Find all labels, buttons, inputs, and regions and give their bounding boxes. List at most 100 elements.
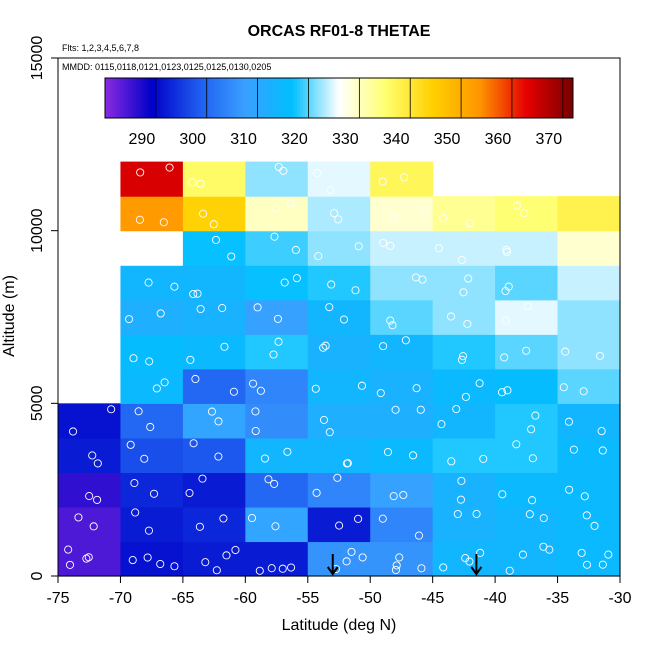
heatmap-cell (120, 437, 184, 473)
colorbar-segment (222, 78, 226, 118)
sample-point (416, 405, 425, 414)
colorbar-segment (513, 78, 517, 118)
dates-note: MMDD: 0115,0118,0121,0123,0125,0125,0130… (62, 62, 271, 72)
sample-point (219, 514, 228, 523)
colorbar-segment (281, 78, 285, 118)
x-tick-label: -50 (359, 590, 382, 607)
sample-point (597, 427, 606, 436)
sample-point (476, 548, 485, 557)
colorbar-segment (120, 78, 124, 118)
sample-point (389, 492, 398, 501)
sample-point (134, 407, 143, 416)
colorbar-segment (484, 78, 488, 118)
sample-point (278, 564, 287, 573)
sample-point (457, 476, 466, 485)
sample-point (561, 347, 570, 356)
plot-frame (57, 57, 621, 577)
heatmap-cell (307, 334, 371, 370)
colorbar-segment (112, 78, 116, 118)
sample-point (140, 454, 149, 463)
sample-point (520, 208, 529, 218)
colorbar-segment (183, 78, 187, 118)
sample-point (401, 336, 410, 345)
colorbar-segment (505, 78, 509, 118)
colorbar-segment (391, 78, 395, 118)
chart-title: ORCAS RF01-8 THETAE (248, 23, 431, 40)
sample-point (136, 168, 145, 177)
sample-point (222, 551, 231, 560)
x-tick-label: -65 (171, 590, 194, 607)
sample-point (84, 553, 93, 562)
colorbar-segment (133, 78, 137, 118)
colorbar-segment (411, 78, 415, 118)
heatmap-cell (182, 196, 246, 232)
colorbar-segment (242, 78, 246, 118)
heatmap-cell (182, 230, 246, 266)
sample-point (326, 186, 335, 195)
heatmap-cell (245, 161, 309, 197)
colorbar-segment (365, 78, 369, 118)
sample-point (379, 342, 388, 351)
sample-point (247, 513, 257, 523)
colorbar-segment (287, 78, 291, 118)
sample-point (251, 426, 260, 436)
colorbar-tick-label: 350 (434, 131, 461, 148)
sample-point (126, 440, 135, 449)
sample-point (472, 509, 481, 518)
heatmap-cell (307, 196, 371, 232)
sample-point (458, 352, 468, 361)
sample-point (311, 384, 320, 393)
heatmap-cell (370, 161, 434, 197)
colorbar-segment (471, 78, 475, 118)
colorbar-segment (456, 78, 460, 118)
colorbar-segment (214, 78, 218, 118)
heatmap-cell (307, 265, 371, 301)
sample-point (504, 282, 513, 291)
heatmap-cell (557, 472, 621, 508)
colorbar-segment (531, 78, 535, 118)
heatmap-cell (557, 368, 621, 404)
sample-point (330, 209, 339, 218)
sample-point (279, 166, 288, 175)
colorbar-segment (162, 78, 166, 118)
sample-point (358, 553, 367, 562)
colorbar-segment (479, 78, 483, 118)
heatmap-cell (120, 541, 184, 577)
colorbar-segment (235, 78, 239, 118)
colorbar-segment (211, 78, 215, 118)
colorbar-segment (466, 78, 470, 118)
colorbar-segment (216, 78, 220, 118)
sample-point (189, 289, 198, 299)
sample-point (260, 454, 270, 463)
sample-point (125, 315, 134, 324)
colorbar-segment (240, 78, 244, 118)
sample-point (395, 553, 404, 562)
sample-point (595, 351, 605, 360)
colorbar-segment (198, 78, 202, 118)
sample-point (379, 238, 388, 247)
colorbar-segment (331, 78, 335, 118)
heatmap-cell (58, 403, 122, 439)
sample-point (392, 561, 401, 570)
colorbar-segment (448, 78, 452, 118)
colorbar-segment (206, 78, 210, 118)
y-tick-label: 5000 (29, 385, 46, 421)
sample-point (270, 232, 279, 241)
colorbar-segment (180, 78, 184, 118)
colorbar-segment (349, 78, 353, 118)
colorbar-segment (125, 78, 129, 118)
colorbar-segment (320, 78, 324, 118)
sample-point (264, 475, 273, 484)
colorbar-segment (401, 78, 405, 118)
colorbar-segment (146, 78, 150, 118)
colorbar-segment (248, 78, 252, 118)
colorbar-segment (570, 78, 574, 118)
colorbar-segment (253, 78, 257, 118)
sample-point (185, 489, 194, 498)
sample-point (457, 355, 467, 364)
sample-point (354, 514, 363, 523)
sample-point (582, 511, 591, 520)
heatmap-cell (182, 437, 246, 473)
colorbar-segment (266, 78, 270, 118)
heatmap-cell (245, 472, 309, 508)
